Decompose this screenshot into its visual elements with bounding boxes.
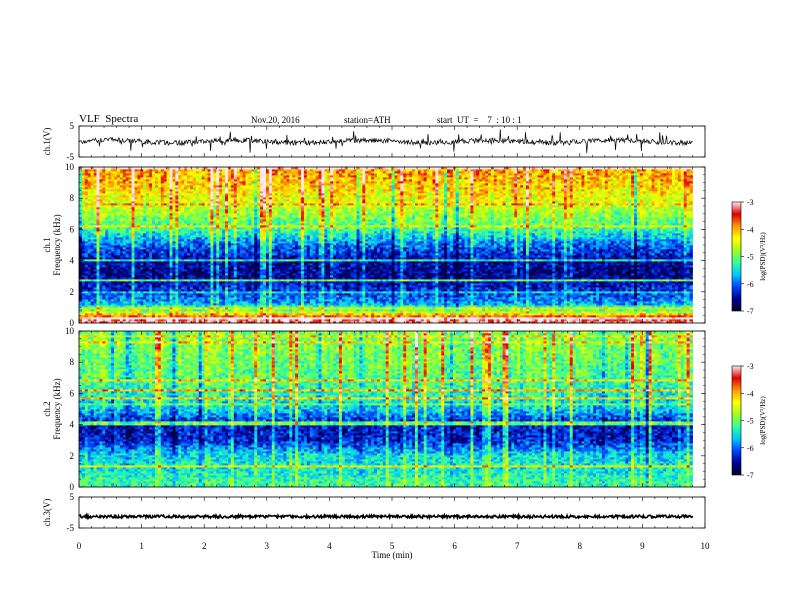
ch1-spectrogram-cells [79,167,693,323]
ch1-waveform-y-label: ch.1(V) [42,128,52,156]
ch1-waveform-trace [79,129,693,153]
ch1-waveform-y-tick-label: 5 [70,121,75,131]
ch1-waveform-y-label-line: ch.1(V) [42,128,52,156]
ch1-waveform: 5 -5 [67,121,706,162]
ch1-waveform-x-ticks [79,126,705,157]
ch1-waveform-y-tick-label: -5 [67,152,75,162]
ch1-waveform-frame [79,126,705,157]
